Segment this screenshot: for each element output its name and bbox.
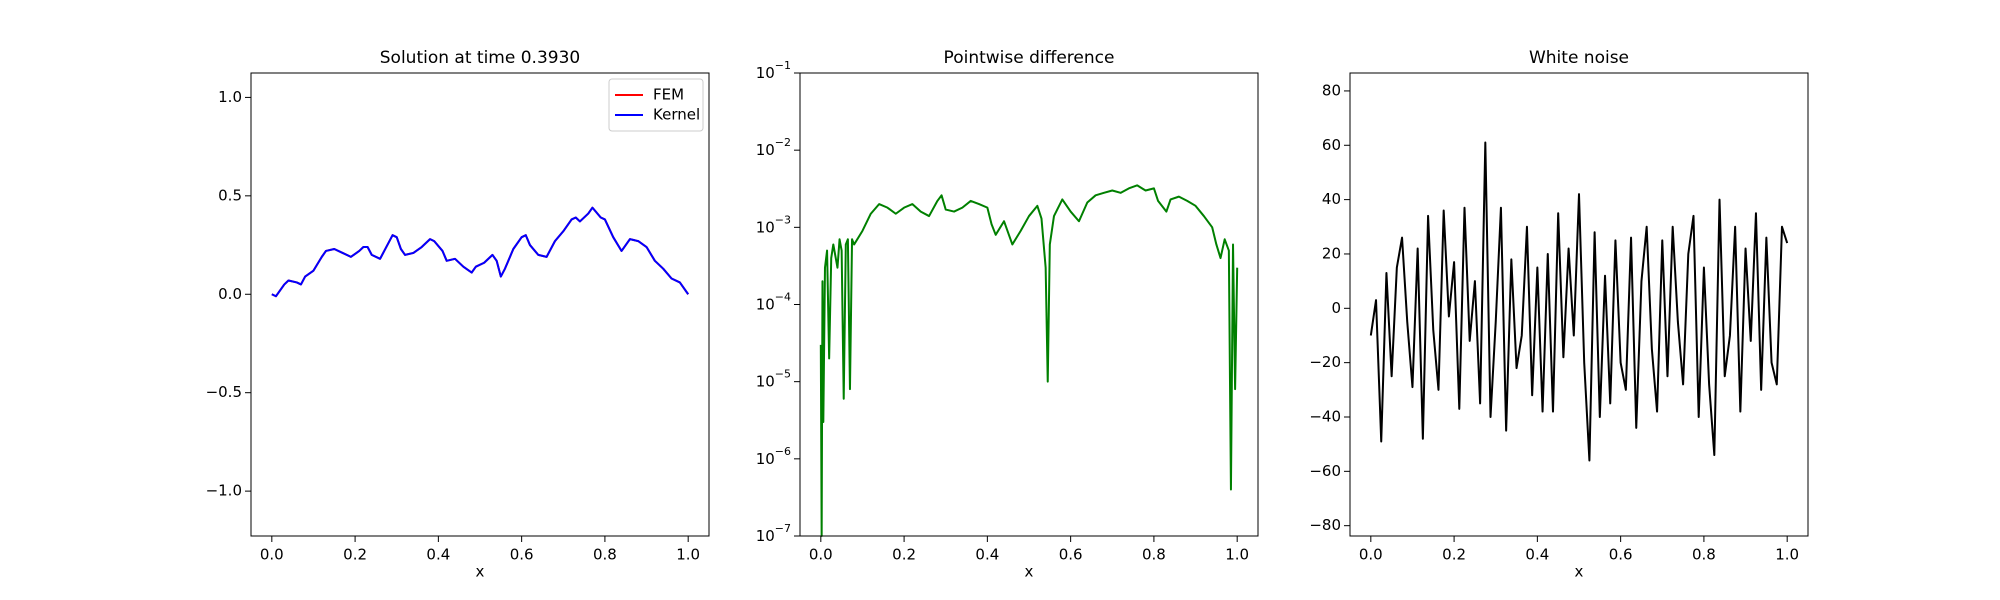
tick-base: 10: [756, 141, 775, 159]
x-tick-label: 0.0: [809, 546, 833, 564]
legend-box: [608, 78, 704, 132]
x-tick-label: 0.0: [1359, 546, 1383, 564]
y-tick-label: 80: [1322, 81, 1341, 99]
tick-exponent: −3: [775, 213, 791, 226]
x-tick-label: 0.4: [975, 546, 999, 564]
data-line: [271, 206, 689, 298]
data-line: [1369, 141, 1789, 462]
subplot: White noise x 0.0 0.2 0.4 0.6 0.8 1.0 −80 −60 −40 −…: [1309, 48, 1809, 581]
y-tick-label: 1.0: [218, 88, 242, 106]
y-tick-label: 10−5: [756, 368, 791, 391]
y-tick-label: −20: [1309, 353, 1341, 371]
y-tick-label: 10−3: [756, 213, 791, 236]
tick-exponent: −4: [775, 291, 791, 304]
legend-label: FEM: [653, 86, 684, 104]
y-tick-label: 0: [1331, 299, 1341, 317]
y-tick-label: −60: [1309, 462, 1341, 480]
x-tick-label: 1.0: [1225, 546, 1249, 564]
subplot: Solution at time 0.3930 x 0.0 0.2 0.4 0.6 0.8 1…: [206, 48, 710, 581]
x-tick-label: 0.0: [260, 546, 284, 564]
axes-frame: [799, 72, 1259, 537]
x-tick-label: 0.4: [1525, 546, 1549, 564]
y-tick-label: −0.5: [206, 383, 242, 401]
axes-frame: [250, 72, 710, 537]
subplot-title: Solution at time 0.3930: [380, 48, 580, 68]
y-tick-label: 10−2: [756, 136, 791, 159]
x-tick-label: 0.6: [1609, 546, 1633, 564]
y-tick-label: −40: [1309, 407, 1341, 425]
x-axis-label: x: [1025, 563, 1034, 581]
x-tick-label: 0.8: [593, 546, 617, 564]
x-tick-label: 0.8: [1142, 546, 1166, 564]
x-tick-label: 0.2: [892, 546, 916, 564]
axes-frame: [1349, 72, 1809, 537]
tick-exponent: −1: [775, 59, 791, 72]
y-tick-label: 20: [1322, 244, 1341, 262]
tick-base: 10: [756, 218, 775, 236]
x-tick-label: 0.6: [510, 546, 534, 564]
tick-base: 10: [756, 295, 775, 313]
tick-base: 10: [756, 372, 775, 390]
y-tick-label: 10−6: [756, 445, 791, 468]
x-tick-label: 0.2: [343, 546, 367, 564]
y-tick-label: 0.5: [218, 186, 242, 204]
tick-base: 10: [756, 527, 775, 545]
subplot-title: Pointwise difference: [944, 48, 1115, 68]
y-tick-label: 40: [1322, 190, 1341, 208]
x-axis-label: x: [1575, 563, 1584, 581]
x-tick-label: 1.0: [676, 546, 700, 564]
y-tick-label: −80: [1309, 516, 1341, 534]
x-axis-label: x: [476, 563, 485, 581]
subplot: Pointwise difference x 0.0 0.2 0.4 0.6 0.8 1.0 1…: [756, 48, 1259, 581]
x-tick-label: 0.6: [1059, 546, 1083, 564]
subplot-title: White noise: [1529, 48, 1629, 68]
tick-base: 10: [756, 64, 775, 82]
y-tick-label: −1.0: [206, 482, 242, 500]
tick-exponent: −7: [775, 522, 791, 535]
data-line: [271, 206, 689, 298]
y-tick-label: 60: [1322, 136, 1341, 154]
x-tick-label: 0.4: [426, 546, 450, 564]
y-tick-label: 10−4: [756, 291, 791, 314]
tick-exponent: −2: [775, 136, 791, 149]
data-line: [819, 184, 1239, 537]
y-tick-label: 10−7: [756, 522, 791, 545]
y-tick-label: 0.0: [218, 285, 242, 303]
x-tick-label: 1.0: [1775, 546, 1799, 564]
tick-base: 10: [756, 449, 775, 467]
x-tick-label: 0.2: [1442, 546, 1466, 564]
tick-exponent: −6: [775, 445, 791, 458]
x-tick-label: 0.8: [1692, 546, 1716, 564]
tick-exponent: −5: [775, 368, 791, 381]
legend-label: Kernel: [653, 106, 700, 124]
y-tick-label: 10−1: [756, 59, 791, 82]
legend: FEM Kernel: [608, 78, 704, 132]
